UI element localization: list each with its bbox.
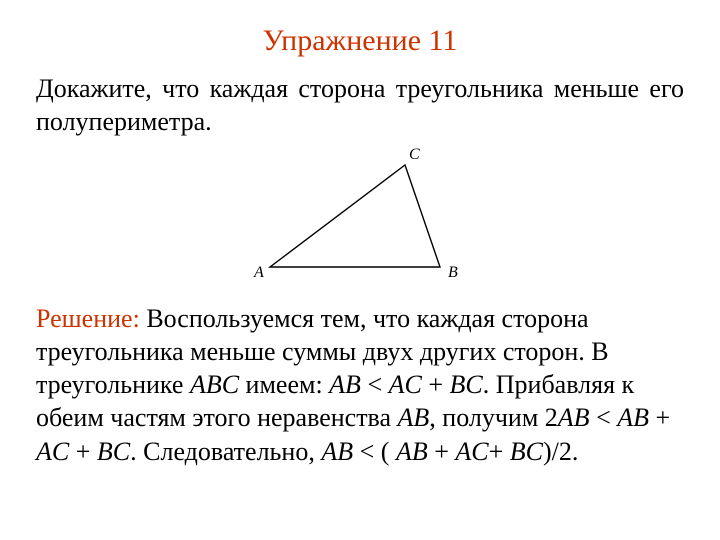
svg-text:A: A: [253, 264, 264, 281]
solution-text: Решение: Воспользуемся тем, что каждая с…: [36, 302, 684, 468]
solution-label: Решение:: [36, 304, 140, 333]
slide-page: Упражнение 11 Докажите, что каждая сторо…: [0, 0, 720, 540]
svg-text:C: C: [409, 147, 420, 163]
problem-statement: Докажите, что каждая сторона треугольник…: [36, 72, 684, 139]
exercise-title: Упражнение 11: [36, 24, 684, 58]
svg-text:B: B: [448, 264, 458, 281]
triangle-figure: A B C: [36, 147, 684, 292]
triangle-svg: A B C: [240, 147, 480, 292]
